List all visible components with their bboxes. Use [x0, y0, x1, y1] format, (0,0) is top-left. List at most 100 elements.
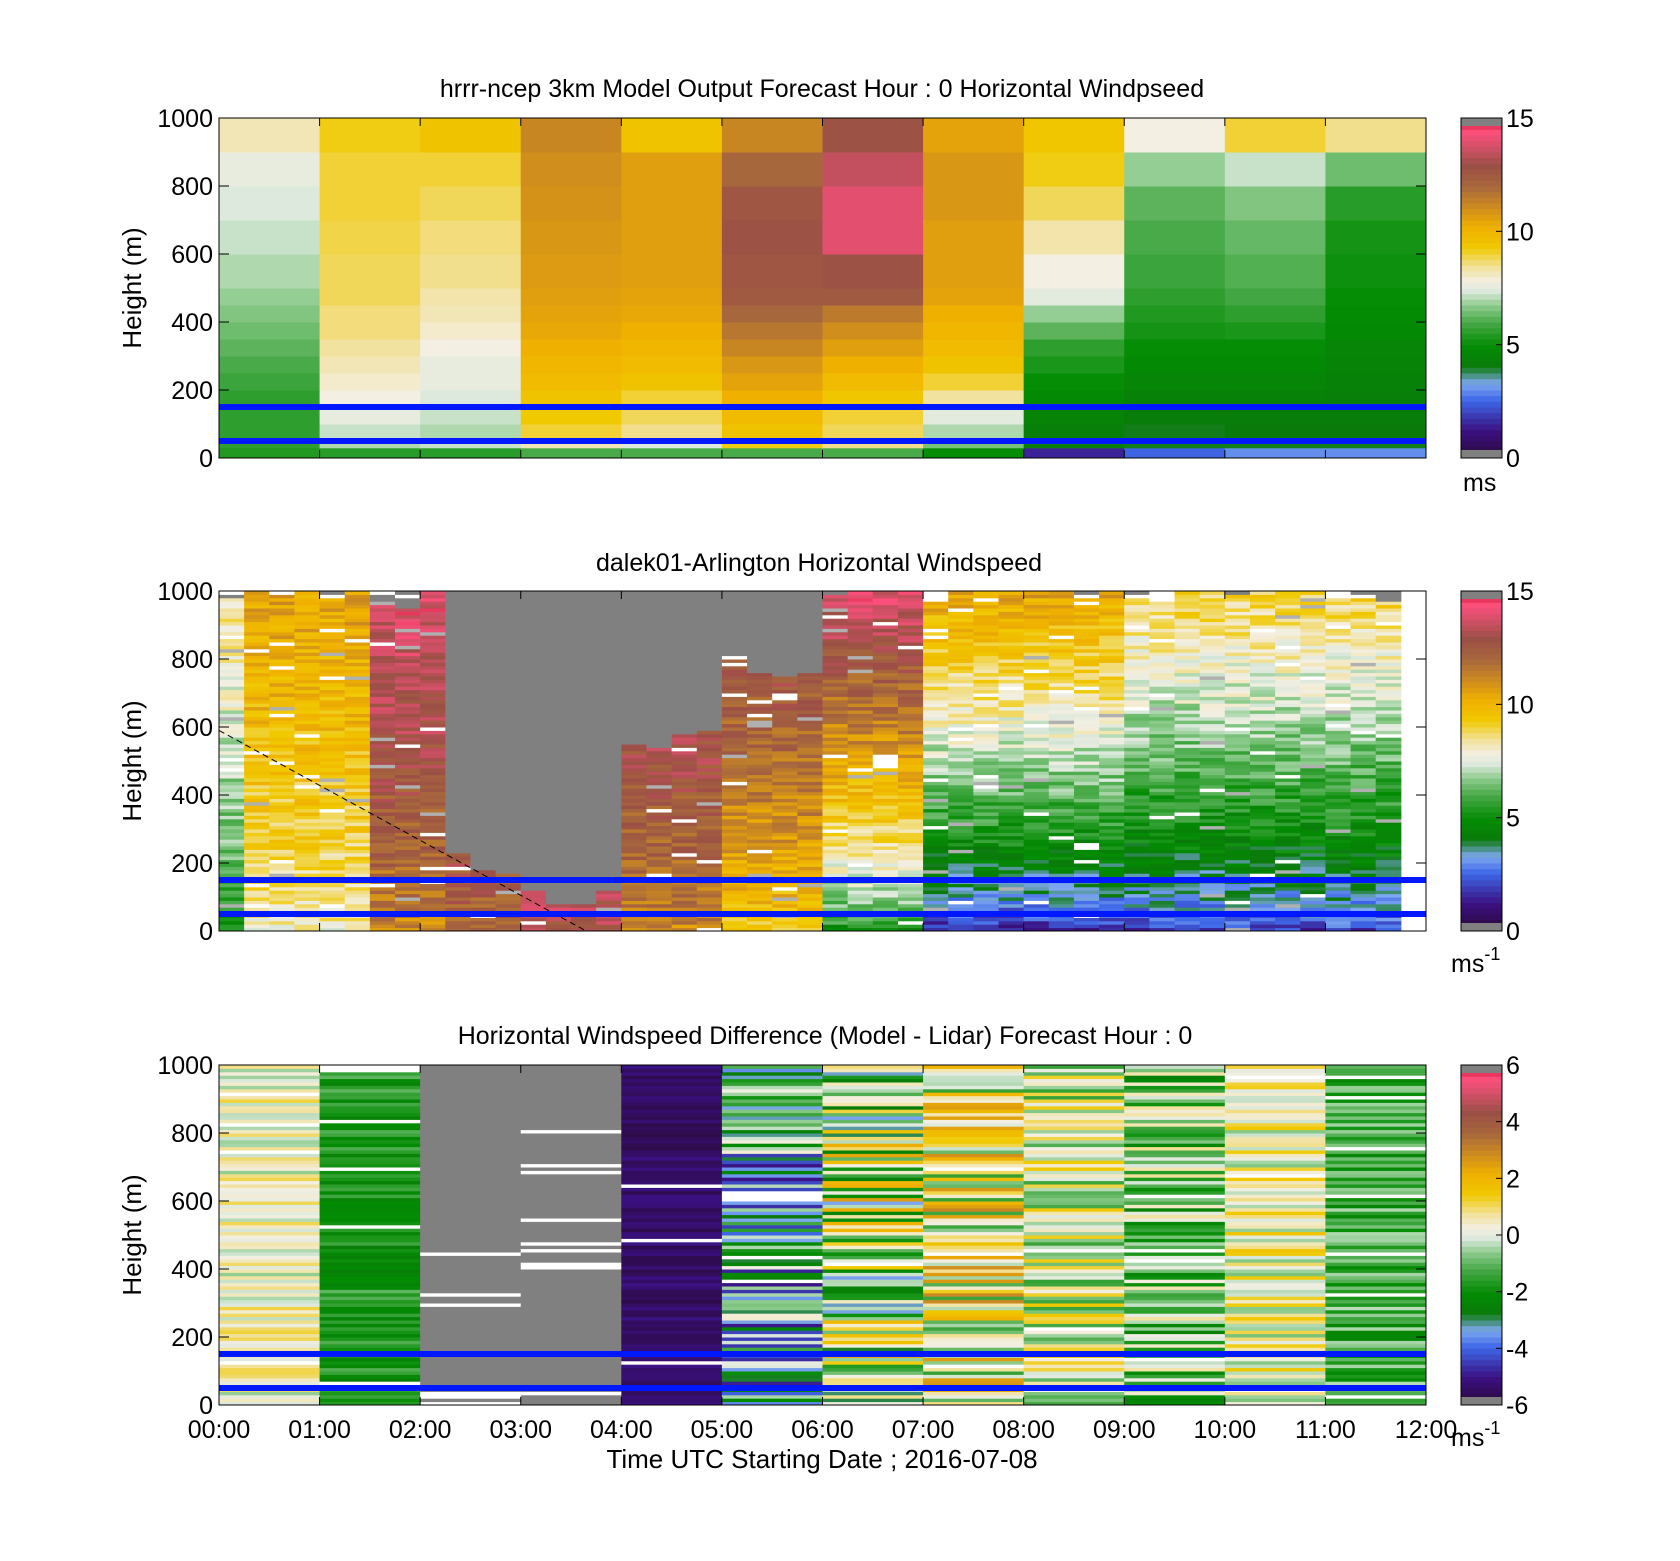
panel2-cell — [772, 740, 798, 745]
panel2-cell — [721, 591, 748, 595]
panel2-cell — [1048, 859, 1075, 864]
panel2-cell — [847, 801, 874, 806]
panel2-cell — [822, 740, 849, 745]
panel2-cell — [1149, 883, 1176, 888]
panel2-cell — [445, 825, 471, 830]
panel2-cell — [646, 897, 673, 901]
panel2-cell — [948, 597, 974, 602]
panel2-cell — [721, 829, 748, 833]
panel2-cell — [294, 618, 321, 623]
panel2-cell — [395, 764, 421, 769]
panel2-cell — [1048, 591, 1075, 595]
panel2-cell — [998, 927, 1025, 931]
panel2-cell — [847, 723, 874, 728]
panel2-cell — [948, 601, 974, 606]
panel2-cell — [319, 608, 346, 612]
panel2-cell — [596, 903, 622, 908]
panel2-cell — [571, 703, 597, 708]
panel2-cell — [369, 893, 396, 898]
panel2-cell — [797, 604, 823, 609]
panel2-cell — [294, 852, 321, 857]
panel2-cell — [596, 604, 622, 609]
panel2-cell — [721, 774, 748, 779]
panel2-cell — [1300, 829, 1326, 833]
panel2-cell — [671, 754, 698, 759]
panel2-cell — [772, 757, 798, 762]
panel2-cell — [571, 631, 597, 636]
panel1-cell — [219, 356, 321, 374]
panel2-cell — [646, 608, 673, 612]
panel2-cell — [1375, 771, 1402, 776]
panel1-cell — [923, 288, 1025, 306]
panel2-cell — [294, 812, 321, 816]
panel2-cell — [646, 625, 673, 629]
panel2-cell — [344, 618, 371, 623]
panel2-cell — [571, 822, 597, 827]
panel2-cell — [269, 815, 295, 820]
panel2-cell — [1149, 689, 1176, 694]
panel2-cell — [1073, 594, 1100, 599]
panel1-cell — [1325, 152, 1426, 187]
panel2-cell — [545, 866, 572, 871]
panel2-cell — [420, 791, 446, 796]
panel2-cell — [1300, 869, 1326, 874]
panel2-cell — [219, 703, 245, 708]
panel2-cell — [797, 737, 823, 742]
panel2-cell — [344, 679, 371, 684]
panel2-cell — [269, 655, 295, 660]
panel2-cell — [571, 917, 597, 922]
panel2-cell — [1099, 907, 1125, 912]
panel2-cell — [1300, 604, 1326, 609]
panel2-cell — [1199, 669, 1226, 674]
panel2-cell — [319, 815, 346, 820]
panel2-cell — [797, 791, 823, 796]
panel2-cell — [571, 805, 597, 810]
panel2-cell — [1073, 883, 1100, 888]
panel2-cell — [269, 822, 295, 827]
panel2-cell — [646, 839, 673, 844]
panel2-cell — [797, 676, 823, 680]
panel2-cell — [973, 764, 1000, 769]
panel2-cell — [897, 886, 924, 891]
panel2-cell — [596, 917, 622, 922]
panel2-cell — [445, 801, 471, 806]
panel1-cell — [621, 288, 723, 306]
panel2-cell — [872, 801, 899, 806]
panel2-cell — [872, 795, 899, 799]
panel2-cell — [998, 655, 1025, 660]
panel2-cell — [721, 815, 748, 820]
panel2-cell — [571, 859, 597, 864]
panel2-cell — [596, 662, 622, 667]
panel2-cell — [1048, 682, 1075, 687]
panel2-cell — [1350, 740, 1377, 745]
panel2-cell — [344, 839, 371, 844]
panel2-cell — [545, 642, 572, 646]
panel2-cell — [1325, 642, 1352, 646]
panel2-cell — [671, 900, 698, 905]
panel2-cell — [596, 720, 622, 725]
panel2-cell — [1199, 842, 1226, 847]
panel2-cell — [847, 815, 874, 820]
panel2-cell — [445, 856, 471, 861]
panel2-cell — [420, 737, 446, 742]
panel2-cell — [1325, 767, 1352, 772]
panel2-cell — [319, 856, 346, 861]
panel2-cell — [1149, 846, 1176, 850]
panel1-cell — [319, 118, 421, 153]
panel2-cell — [1073, 604, 1100, 609]
panel2-cell — [1325, 696, 1352, 701]
panel2-cell — [395, 601, 421, 606]
panel2-cell — [495, 771, 522, 776]
panel2-cell — [319, 591, 346, 595]
panel2-cell — [671, 740, 698, 745]
panel2-cell — [1048, 890, 1075, 895]
panel2-cell — [998, 886, 1025, 891]
panel2-cell — [545, 659, 572, 663]
panel2-cell — [923, 832, 949, 837]
panel2-cell — [1300, 631, 1326, 636]
panel2-cell — [822, 635, 849, 640]
panel2-cell — [1023, 846, 1050, 850]
panel2-cell — [847, 805, 874, 810]
panel2-cell — [495, 710, 522, 714]
